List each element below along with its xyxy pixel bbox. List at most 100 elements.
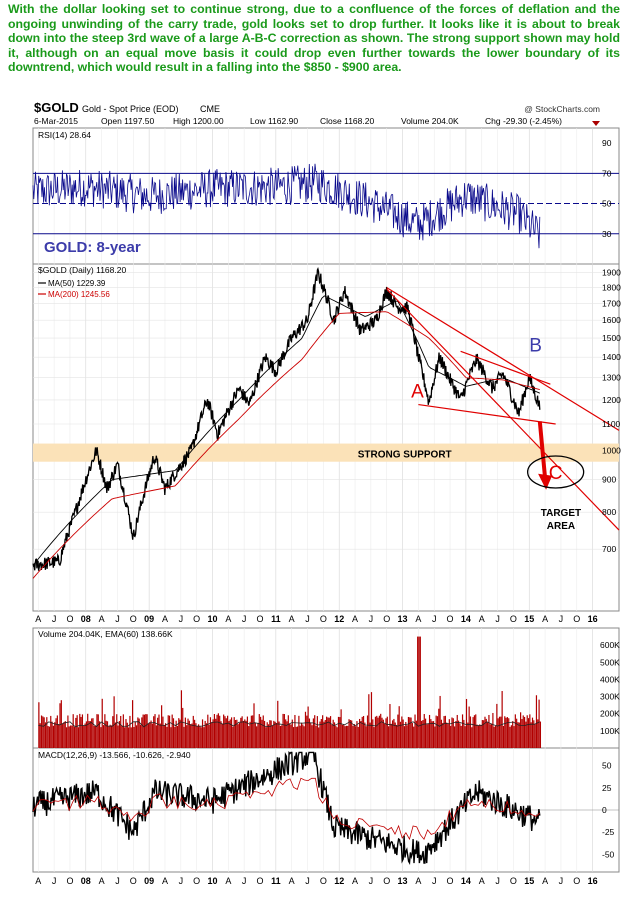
volume-bar [158, 714, 160, 748]
tick-layer: AAJJOO0808AAJJOO0909AAJJOO1010AAJJOO1111… [35, 138, 621, 886]
volume-bar [145, 714, 147, 748]
volume-bar [335, 725, 337, 748]
volume-tick-label: 200K [600, 709, 620, 719]
volume-bar [463, 719, 465, 748]
target-area-label-2: AREA [547, 521, 575, 532]
volume-bar [283, 714, 285, 748]
volume-bar [348, 719, 350, 748]
volume-bar [159, 723, 161, 748]
volume-bar [410, 717, 412, 748]
volume-bar [213, 714, 216, 748]
volume-bar [364, 722, 366, 748]
target-circle [526, 455, 585, 489]
price-tick-label: 1400 [602, 352, 621, 362]
volume-bar [80, 716, 82, 748]
volume-bar [523, 716, 526, 748]
volume-bar [361, 716, 363, 748]
x-tick-label: A [162, 876, 168, 886]
volume-bar [46, 717, 48, 748]
volume-bar [451, 717, 453, 748]
volume-bar [219, 715, 221, 748]
volume-bar [67, 715, 69, 748]
volume-tick-label: 500K [600, 657, 620, 667]
volume-bar [366, 715, 369, 748]
x-tick-label: O [573, 876, 580, 886]
volume-bar [253, 703, 255, 748]
volume-bar [509, 726, 511, 748]
volume-bar [436, 716, 439, 748]
volume-bar [209, 717, 212, 748]
volume-bar [161, 705, 163, 748]
x-tick-label: 15 [524, 876, 534, 886]
x-tick-label: A [225, 614, 231, 624]
volume-bar [204, 720, 206, 748]
x-tick-label: O [257, 614, 264, 624]
volume-bar [104, 714, 106, 748]
rsi-tick-label: 50 [602, 199, 612, 209]
volume-bar [121, 725, 123, 748]
volume-bar [331, 724, 333, 748]
volume-bar [469, 716, 472, 748]
volume-bar [50, 715, 52, 748]
x-tick-label: J [559, 614, 564, 624]
price-tick-label: 900 [602, 475, 616, 485]
volume-bar [39, 723, 41, 748]
volume-bar [163, 725, 165, 748]
volume-bar [228, 721, 230, 748]
x-tick-label: A [35, 614, 41, 624]
volume-bar [372, 719, 374, 748]
volume-bar [347, 725, 349, 748]
volume-bar [246, 716, 249, 748]
volume-bar [215, 718, 217, 748]
volume-bar [172, 718, 175, 748]
macd-tick-label: -25 [602, 827, 615, 837]
volume-bar [432, 721, 435, 748]
watermark: @ StockCharts.com [524, 104, 600, 114]
volume-bar [459, 723, 461, 748]
volume-bar [489, 724, 491, 748]
volume-bar [349, 720, 351, 748]
wedge-upper-line [460, 350, 551, 385]
volume-bar [124, 727, 126, 748]
volume-bar [43, 717, 45, 748]
x-tick-label: O [66, 614, 73, 624]
volume-bar [386, 716, 388, 748]
x-tick-label: 13 [398, 876, 408, 886]
wave-c-label: C [549, 463, 563, 484]
volume-bar [281, 725, 283, 748]
volume-bar [382, 719, 384, 748]
volume-bar [176, 725, 179, 748]
x-tick-label: 16 [588, 614, 598, 624]
volume-bar [475, 714, 477, 748]
volume-bar [62, 723, 64, 748]
volume-bar [291, 719, 293, 748]
date-label: 6-Mar-2015 [34, 116, 78, 126]
x-tick-label: A [289, 614, 295, 624]
volume-bar [527, 718, 530, 748]
volume-bar [332, 719, 334, 748]
volume-bar [184, 717, 186, 748]
volume-bar [65, 727, 68, 748]
volume-bar [407, 716, 410, 748]
volume-bar [208, 724, 210, 748]
volume-bar [299, 725, 301, 748]
volume-bar [423, 714, 425, 748]
volume-bar [128, 727, 130, 748]
x-tick-label: J [559, 876, 564, 886]
volume-bar [320, 719, 322, 748]
volume-bar [75, 717, 77, 748]
rsi-tick-label: 90 [602, 138, 612, 148]
volume-bar [374, 716, 377, 748]
volume-bar [242, 720, 245, 748]
volume-bar [526, 715, 528, 748]
x-tick-label: O [193, 876, 200, 886]
volume-bar [88, 721, 90, 748]
volume-bar [418, 636, 420, 748]
volume-bar [279, 725, 282, 748]
volume-bar [427, 723, 429, 748]
volume-bar [274, 721, 276, 748]
volume-tick-label: 600K [600, 640, 620, 650]
x-tick-label: 15 [524, 614, 534, 624]
volume-bar [96, 714, 98, 748]
volume-bar [534, 724, 536, 748]
